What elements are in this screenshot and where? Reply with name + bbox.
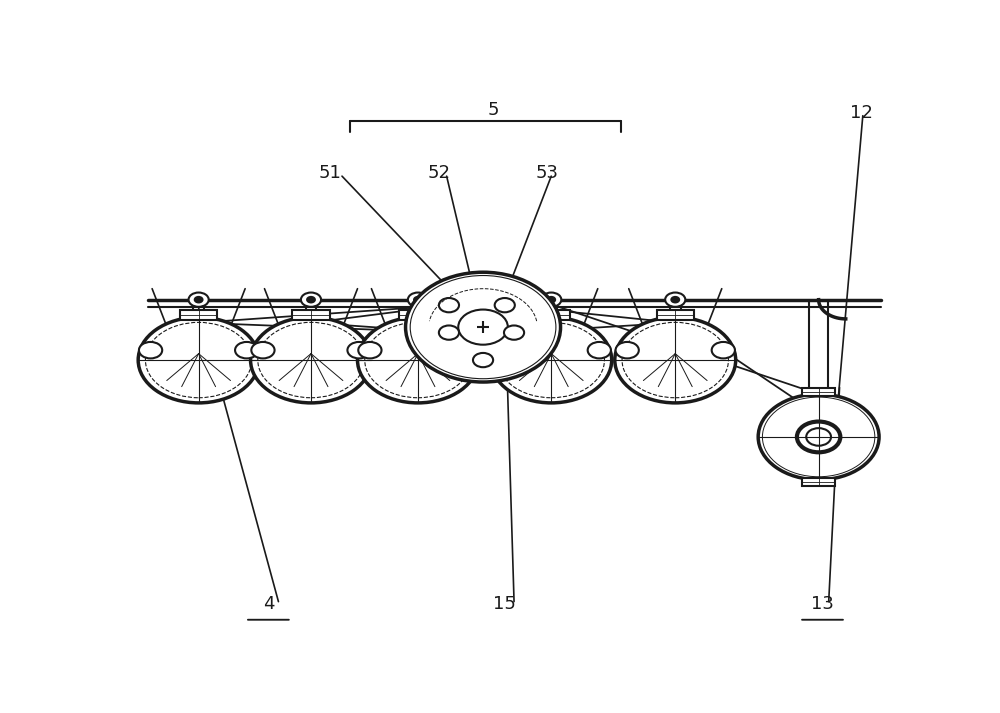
Bar [533, 310, 570, 320]
Circle shape [806, 428, 831, 446]
Text: 13: 13 [811, 595, 834, 613]
Circle shape [458, 309, 508, 344]
Circle shape [712, 342, 735, 359]
Circle shape [410, 275, 556, 379]
Circle shape [762, 397, 875, 477]
Circle shape [139, 342, 162, 359]
Text: 53: 53 [536, 165, 559, 183]
Circle shape [547, 297, 555, 302]
Circle shape [195, 297, 202, 302]
Circle shape [588, 342, 611, 359]
Circle shape [504, 325, 524, 340]
Circle shape [622, 322, 728, 398]
Circle shape [251, 342, 275, 359]
Circle shape [615, 317, 736, 403]
Circle shape [145, 322, 252, 398]
Text: 4: 4 [263, 595, 274, 613]
Text: 5: 5 [487, 101, 499, 119]
Circle shape [541, 292, 561, 307]
Circle shape [758, 394, 879, 480]
Bar [180, 310, 217, 320]
Circle shape [138, 317, 259, 403]
Circle shape [665, 292, 685, 307]
Circle shape [365, 322, 471, 398]
Bar [802, 388, 835, 396]
Bar [399, 310, 437, 320]
Circle shape [235, 342, 258, 359]
Circle shape [439, 298, 459, 312]
Text: 12: 12 [850, 104, 873, 122]
Circle shape [491, 317, 612, 403]
Circle shape [492, 342, 515, 359]
Circle shape [258, 322, 364, 398]
Circle shape [616, 342, 639, 359]
Text: 51: 51 [319, 165, 342, 183]
Circle shape [671, 297, 679, 302]
Bar [292, 310, 330, 320]
Bar [802, 478, 835, 486]
Circle shape [473, 353, 493, 367]
Circle shape [454, 342, 478, 359]
Circle shape [408, 292, 428, 307]
Text: 52: 52 [427, 165, 450, 183]
Circle shape [347, 342, 371, 359]
Circle shape [439, 325, 459, 340]
Circle shape [797, 421, 840, 452]
Circle shape [414, 297, 422, 302]
Circle shape [301, 292, 321, 307]
Circle shape [358, 317, 478, 403]
Circle shape [251, 317, 371, 403]
Circle shape [406, 272, 561, 382]
Circle shape [358, 342, 382, 359]
Text: 15: 15 [493, 595, 516, 613]
Circle shape [495, 298, 515, 312]
Circle shape [498, 322, 604, 398]
Circle shape [307, 297, 315, 302]
Bar [657, 310, 694, 320]
Circle shape [189, 292, 209, 307]
